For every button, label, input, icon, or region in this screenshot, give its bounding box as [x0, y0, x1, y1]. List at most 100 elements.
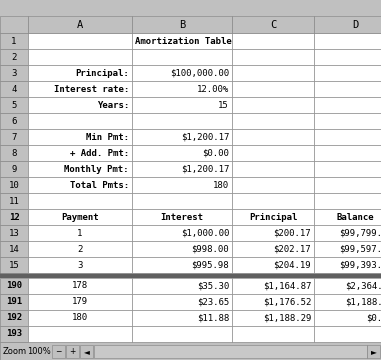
- Text: $99,393.47: $99,393.47: [339, 261, 381, 270]
- Text: −: −: [55, 347, 62, 356]
- Bar: [367, 345, 380, 358]
- Text: 193: 193: [6, 329, 22, 338]
- Bar: [314, 241, 381, 257]
- Bar: [0, 161, 28, 177]
- Bar: [52, 345, 65, 358]
- Text: $1,188.29: $1,188.29: [263, 314, 311, 323]
- Text: 1: 1: [77, 229, 83, 238]
- Bar: [232, 97, 314, 113]
- Bar: [314, 81, 381, 97]
- Bar: [132, 145, 232, 161]
- Bar: [0, 278, 28, 294]
- Bar: [132, 177, 232, 193]
- Text: 5: 5: [11, 100, 17, 109]
- Bar: [0, 49, 28, 65]
- Bar: [232, 209, 314, 225]
- Bar: [28, 49, 132, 65]
- Bar: [132, 257, 232, 273]
- Bar: [66, 345, 79, 358]
- Bar: [232, 241, 314, 257]
- Text: $204.19: $204.19: [274, 261, 311, 270]
- Bar: [132, 225, 232, 241]
- Text: Years:: Years:: [97, 100, 129, 109]
- Bar: [232, 193, 314, 209]
- Bar: [0, 326, 28, 342]
- Bar: [132, 193, 232, 209]
- Text: 3: 3: [77, 261, 83, 270]
- Text: 15: 15: [218, 100, 229, 109]
- Text: $23.65: $23.65: [197, 297, 229, 306]
- Text: $35.30: $35.30: [197, 282, 229, 291]
- Bar: [28, 145, 132, 161]
- Text: 13: 13: [9, 229, 19, 238]
- Bar: [0, 16, 28, 33]
- Text: $1,200.17: $1,200.17: [181, 165, 229, 174]
- Bar: [0, 81, 28, 97]
- Text: 14: 14: [9, 244, 19, 253]
- Text: $0.00: $0.00: [366, 314, 381, 323]
- Bar: [0, 65, 28, 81]
- Bar: [132, 113, 232, 129]
- Text: ►: ►: [371, 347, 376, 356]
- Bar: [314, 257, 381, 273]
- Bar: [132, 16, 232, 33]
- Bar: [28, 326, 132, 342]
- Text: 1: 1: [11, 36, 17, 45]
- Text: Principal:: Principal:: [75, 68, 129, 77]
- Text: $0.00: $0.00: [202, 148, 229, 158]
- Bar: [314, 326, 381, 342]
- Bar: [28, 113, 132, 129]
- Bar: [314, 65, 381, 81]
- Text: C: C: [270, 19, 276, 30]
- Bar: [0, 342, 381, 360]
- Bar: [132, 81, 232, 97]
- Bar: [232, 145, 314, 161]
- Text: $100,000.00: $100,000.00: [170, 68, 229, 77]
- Bar: [0, 294, 28, 310]
- Text: $1,000.00: $1,000.00: [181, 229, 229, 238]
- Text: 178: 178: [72, 282, 88, 291]
- Text: $1,176.52: $1,176.52: [263, 297, 311, 306]
- Bar: [132, 33, 232, 49]
- Text: $202.17: $202.17: [274, 244, 311, 253]
- Bar: [0, 310, 28, 326]
- Bar: [314, 33, 381, 49]
- Bar: [0, 241, 28, 257]
- Bar: [0, 225, 28, 241]
- Bar: [28, 33, 132, 49]
- Text: 6: 6: [11, 117, 17, 126]
- Text: ◄: ◄: [83, 347, 90, 356]
- Text: Payment: Payment: [61, 212, 99, 221]
- Text: Min Pmt:: Min Pmt:: [86, 132, 129, 141]
- Bar: [28, 278, 132, 294]
- Bar: [232, 129, 314, 145]
- Bar: [28, 97, 132, 113]
- Bar: [0, 113, 28, 129]
- Bar: [232, 33, 314, 49]
- Text: 2: 2: [11, 53, 17, 62]
- Text: 10: 10: [9, 180, 19, 189]
- Bar: [0, 257, 28, 273]
- Bar: [28, 310, 132, 326]
- Bar: [314, 161, 381, 177]
- Text: Principal: Principal: [249, 212, 297, 221]
- Bar: [28, 241, 132, 257]
- Text: Total Pmts:: Total Pmts:: [70, 180, 129, 189]
- Bar: [132, 278, 232, 294]
- Text: $998.00: $998.00: [191, 244, 229, 253]
- Bar: [80, 345, 93, 358]
- Bar: [28, 257, 132, 273]
- Bar: [132, 49, 232, 65]
- Text: 12: 12: [9, 212, 19, 221]
- Text: $1,188.29: $1,188.29: [345, 297, 381, 306]
- Bar: [28, 161, 132, 177]
- Text: Amortization Table: Amortization Table: [135, 36, 232, 45]
- Text: 192: 192: [6, 314, 22, 323]
- Text: 9: 9: [11, 165, 17, 174]
- Bar: [232, 65, 314, 81]
- Text: 190: 190: [6, 282, 22, 291]
- Text: 180: 180: [213, 180, 229, 189]
- Bar: [28, 65, 132, 81]
- Bar: [232, 49, 314, 65]
- Text: Zoom: Zoom: [3, 346, 27, 356]
